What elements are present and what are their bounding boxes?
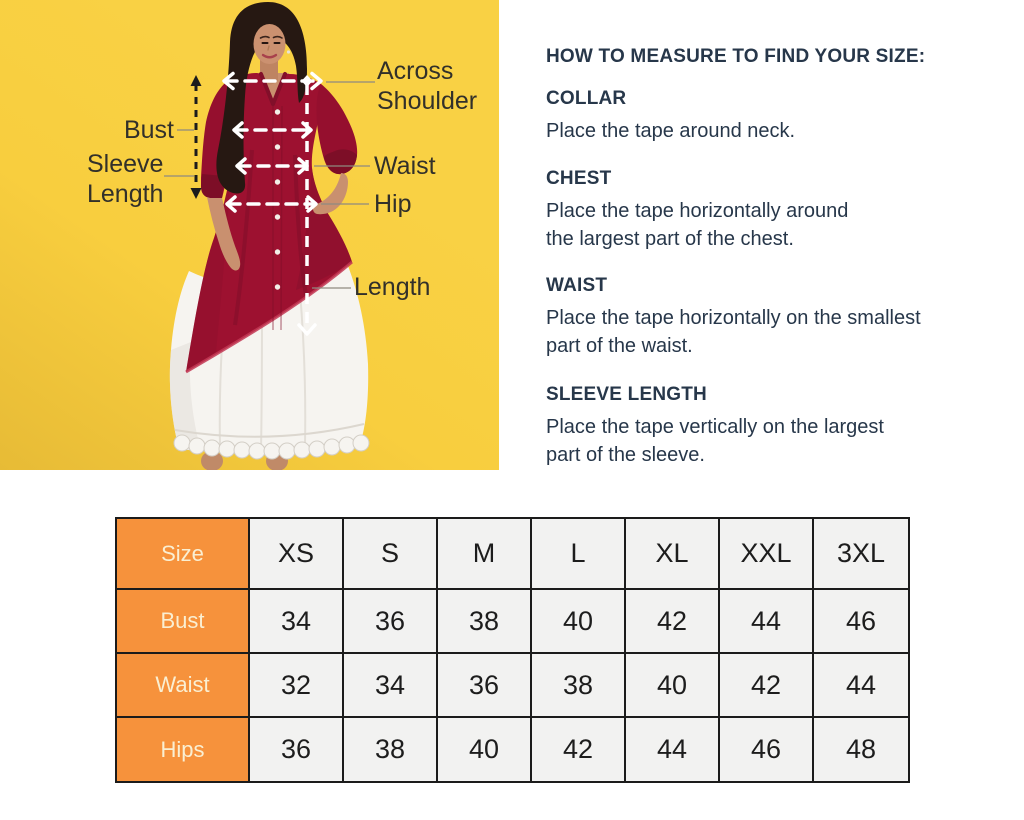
size-col-xs: XS: [248, 517, 344, 590]
section-title: SLEEVE LENGTH: [546, 384, 707, 405]
value-cell: 48: [812, 716, 910, 783]
bust-measure-line: [232, 121, 313, 139]
section-body: Place the tape horizontally around the l…: [546, 200, 849, 250]
value-cell: 40: [436, 716, 532, 783]
label-across-shoulder: Across Shoulder: [377, 57, 478, 115]
table-row-hips: Hips 36 38 40 42 44 46 48: [115, 716, 910, 783]
lace-trim: [173, 434, 370, 460]
value-cell: 40: [624, 652, 720, 718]
face: [253, 24, 291, 64]
label-waist: Waist: [374, 152, 436, 180]
section-body: Place the tape horizontally on the small…: [546, 307, 921, 357]
instruction-section-chest: CHEST Place the tape horizontally around…: [546, 168, 996, 253]
hair: [216, 2, 307, 194]
section-title: WAIST: [546, 275, 608, 296]
value-cell: 44: [718, 588, 814, 654]
size-col-s: S: [342, 517, 438, 590]
value-cell: 34: [342, 652, 438, 718]
table-row-waist: Waist 32 34 36 38 40 42 44: [115, 652, 910, 718]
size-col-l: L: [530, 517, 626, 590]
value-cell: 40: [530, 588, 626, 654]
label-hip: Hip: [374, 190, 412, 218]
row-label-cell: Bust: [115, 588, 250, 654]
value-cell: 36: [436, 652, 532, 718]
instruction-section-collar: COLLAR Place the tape around neck.: [546, 88, 996, 145]
size-col-3xl: 3XL: [812, 517, 910, 590]
size-chart-table: Size XS S M L XL XXL 3XL Bust 34 36 38 4…: [115, 517, 910, 783]
row-label-cell: Waist: [115, 652, 250, 718]
instructions-heading: HOW TO MEASURE TO FIND YOUR SIZE:: [546, 46, 926, 67]
value-cell: 46: [718, 716, 814, 783]
value-cell: 42: [718, 652, 814, 718]
row-label-cell: Hips: [115, 716, 250, 783]
table-header-row: Size XS S M L XL XXL 3XL: [115, 517, 910, 590]
value-cell: 36: [248, 716, 344, 783]
value-cell: 46: [812, 588, 910, 654]
value-cell: 42: [624, 588, 720, 654]
value-cell: 44: [624, 716, 720, 783]
sleeve-measure-line: [190, 75, 202, 199]
value-cell: 32: [248, 652, 344, 718]
label-connectors: [164, 81, 375, 289]
section-body: Place the tape vertically on the largest…: [546, 416, 884, 466]
shoulder-measure-line: [222, 71, 323, 91]
size-col-xl: XL: [624, 517, 720, 590]
value-cell: 44: [812, 652, 910, 718]
measurement-diagram: Across Shoulder Bust Sleeve Length Waist…: [0, 0, 499, 470]
value-cell: 38: [436, 588, 532, 654]
waist-measure-line: [235, 157, 309, 175]
model-figure-illustration: [0, 0, 499, 470]
label-sleeve-length: Sleeve Length: [87, 150, 164, 208]
section-title: COLLAR: [546, 88, 627, 109]
value-cell: 36: [342, 588, 438, 654]
size-header-cell: Size: [115, 517, 250, 590]
left-arm: [207, 197, 241, 271]
label-length: Length: [354, 273, 431, 301]
instruction-section-waist: WAIST Place the tape horizontally on the…: [546, 275, 996, 360]
value-cell: 38: [342, 716, 438, 783]
table-row-bust: Bust 34 36 38 40 42 44 46: [115, 588, 910, 654]
value-cell: 38: [530, 652, 626, 718]
label-bust: Bust: [123, 116, 174, 144]
instruction-section-sleeve: SLEEVE LENGTH Place the tape vertically …: [546, 384, 996, 469]
section-body: Place the tape around neck.: [546, 120, 796, 142]
value-cell: 42: [530, 716, 626, 783]
section-title: CHEST: [546, 168, 612, 189]
size-col-xxl: XXL: [718, 517, 814, 590]
hip-measure-line: [225, 195, 318, 213]
value-cell: 34: [248, 588, 344, 654]
dress-buttons: [274, 109, 281, 290]
size-col-m: M: [436, 517, 532, 590]
